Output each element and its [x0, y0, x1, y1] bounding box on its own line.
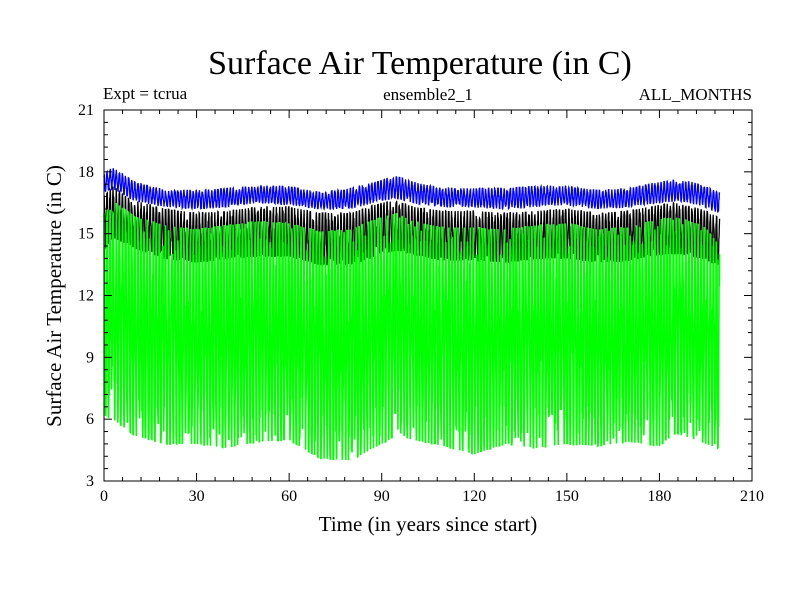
x-tick-label: 30 [189, 488, 205, 505]
x-axis-label: Time (in years since start) [319, 512, 538, 536]
x-tick-label: 150 [555, 488, 579, 505]
chart-title: Surface Air Temperature (in C) [208, 45, 632, 82]
axis-ticks: 0 30 60 90 120 150 180 210 3 6 9 12 15 18 21 [78, 102, 764, 505]
y-axis-label: Surface Air Temperature (in C) [42, 165, 66, 427]
x-tick-label: 180 [647, 488, 671, 505]
subtitle-center: ensemble2_1 [383, 85, 473, 104]
data-series [103, 168, 721, 461]
y-tick-label: 15 [78, 226, 94, 243]
x-tick-label: 60 [281, 488, 297, 505]
x-tick-label: 210 [740, 488, 764, 505]
y-tick-label: 6 [86, 411, 94, 428]
series-lower-line [103, 203, 721, 461]
subtitle-right: ALL_MONTHS [639, 85, 752, 104]
x-tick-label: 120 [462, 488, 486, 505]
plot-frame [103, 109, 753, 482]
x-tick-label: 0 [100, 488, 108, 505]
subtitle-left: Expt = tcrua [103, 84, 188, 103]
x-tick-label: 90 [374, 488, 390, 505]
y-tick-label: 9 [86, 349, 94, 366]
y-tick-label: 18 [78, 164, 94, 181]
y-tick-label: 21 [78, 102, 94, 119]
y-tick-label: 3 [86, 473, 94, 490]
series-upper-line [103, 168, 721, 213]
y-tick-label: 12 [78, 288, 94, 305]
